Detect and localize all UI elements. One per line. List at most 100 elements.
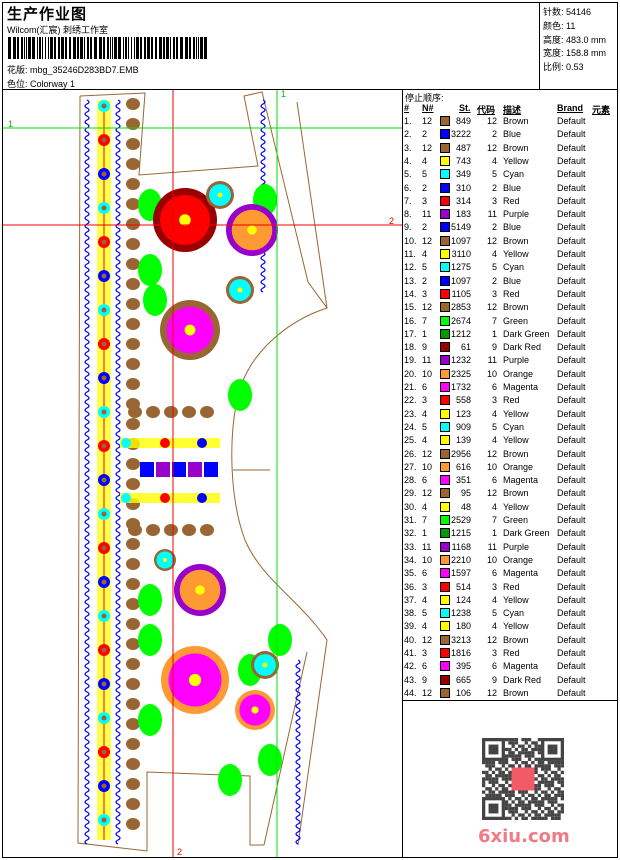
color-swatch: [440, 395, 450, 406]
barcode-bar: [58, 37, 60, 59]
row-desc: Cyan: [503, 608, 525, 619]
design-outline: [77, 95, 308, 852]
col-header-code: 代码: [477, 105, 496, 115]
brown-dot: [126, 358, 140, 370]
leaf: [258, 744, 282, 776]
color-swatch: [440, 129, 450, 140]
row-needle: 3: [422, 648, 428, 658]
info-stitches: 针数: 54146: [543, 5, 591, 18]
row-desc: Yellow: [503, 501, 529, 512]
row-index: 19.: [404, 355, 417, 366]
divider: [539, 2, 540, 90]
row-desc: Brown: [503, 448, 529, 459]
table-row: 21. 6 1732 6 Magenta Default: [403, 381, 617, 394]
satin-block: [172, 462, 186, 477]
table-row: 2. 2 3222 2 Blue Default: [403, 128, 617, 141]
barcode-bar: [163, 37, 165, 59]
row-needle: 11: [422, 209, 432, 220]
info-value: 483.0 mm: [566, 35, 607, 45]
barcode-bar: [84, 37, 85, 59]
row-desc: Purple: [503, 541, 530, 552]
info-value: 11: [566, 21, 576, 31]
barcode-bar: [118, 37, 121, 59]
row-stitches: 3110: [451, 249, 471, 259]
guide-label: 2: [389, 216, 394, 226]
brown-dot: [126, 218, 140, 230]
row-stitches: 1105: [451, 288, 471, 299]
brown-dot: [126, 618, 140, 630]
barcode-bar: [193, 37, 195, 59]
row-index: 15.: [404, 302, 417, 313]
barcode-bar: [90, 37, 92, 59]
color-swatch: [440, 421, 450, 432]
row-needle: 4: [422, 408, 428, 419]
row-stitches: 95: [460, 488, 471, 499]
row-code: 12: [486, 116, 497, 126]
barcode-bar: [196, 37, 197, 59]
barcode-bar: [99, 37, 102, 59]
color-swatch: [440, 209, 450, 220]
info-label: 宽度:: [543, 48, 564, 58]
table-row: 40. 12 3213 12 Brown Default: [403, 634, 617, 647]
row-stitches: 48: [460, 501, 471, 512]
row-needle: 9: [422, 342, 428, 353]
barcode-bar: [24, 37, 25, 59]
color-swatch: [440, 408, 450, 419]
row-index: 22.: [404, 395, 417, 406]
row-desc: Yellow: [503, 594, 529, 605]
table-row: 33. 11 1168 11 Purple Default: [403, 541, 617, 554]
row-code: 4: [491, 594, 497, 605]
scallop-stitch: [84, 99, 90, 845]
table-row: 20. 10 2325 10 Orange Default: [403, 368, 617, 381]
row-brand: Default: [557, 475, 586, 486]
color-swatch: [440, 288, 450, 299]
color-swatch: [440, 222, 450, 233]
row-brand: Default: [557, 674, 586, 685]
row-needle: 9: [422, 674, 428, 685]
brown-dot: [126, 578, 140, 590]
row-code: 3: [491, 648, 497, 658]
color-swatch: [440, 195, 450, 206]
table-row: 1. 12 849 12 Brown Default: [403, 115, 617, 128]
divider: [2, 89, 618, 90]
row-desc: Red: [503, 581, 520, 592]
row-code: 4: [491, 435, 497, 446]
row-needle: 4: [422, 594, 428, 605]
row-code: 2: [491, 182, 497, 193]
row-needle: 12: [422, 235, 433, 246]
row-needle: 12: [422, 302, 433, 313]
divider: [402, 700, 618, 701]
row-stitches: 514: [455, 581, 471, 592]
row-code: 1: [491, 528, 497, 539]
barcode-bar: [21, 37, 23, 59]
embroidery-design-preview: 1 1 2 2: [3, 90, 402, 857]
info-width: 宽度: 158.8 mm: [543, 46, 606, 59]
color-swatch: [440, 568, 450, 579]
row-code: 6: [491, 661, 497, 672]
row-brand: Default: [557, 594, 586, 605]
row-stitches: 1168: [451, 541, 471, 552]
row-stitches: 2674: [450, 315, 471, 326]
info-value: 54146: [566, 7, 592, 17]
row-brand: Default: [557, 302, 586, 313]
barcode-bar: [176, 37, 178, 59]
row-brand: Default: [557, 368, 586, 379]
barcode-bar: [80, 37, 83, 59]
barcode-bar: [26, 37, 27, 59]
row-stitches: 124: [455, 594, 471, 605]
barcode-bar: [123, 37, 124, 59]
row-index: 27.: [404, 461, 417, 472]
row-index: 42.: [404, 661, 417, 672]
row-stitches: 1597: [450, 568, 471, 579]
brown-dot: [126, 138, 140, 150]
color-swatch: [440, 621, 450, 632]
color-swatch: [440, 528, 450, 539]
row-stitches: 2210: [450, 554, 471, 565]
row-code: 12: [486, 488, 497, 499]
color-swatch: [440, 581, 450, 592]
color-swatch: [440, 608, 450, 619]
row-code: 6: [491, 382, 497, 392]
row-brand: Default: [557, 169, 586, 180]
brown-dot: [126, 338, 140, 350]
row-needle: 4: [422, 155, 428, 166]
